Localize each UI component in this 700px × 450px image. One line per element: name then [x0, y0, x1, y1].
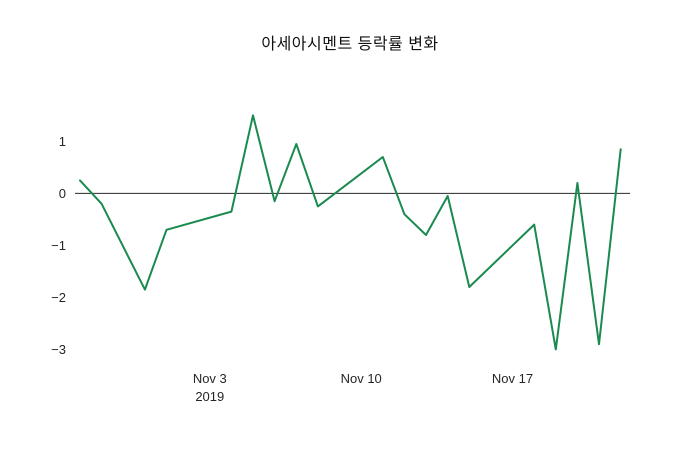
y-tick-label: 1	[59, 134, 66, 149]
x-tick-label: Nov 17	[492, 371, 533, 386]
x-tick-sublabel: 2019	[195, 389, 224, 404]
data-line	[79, 114, 622, 351]
x-tick-label: Nov 3	[193, 371, 227, 386]
y-tick-label: 0	[59, 186, 66, 201]
y-tick-label: −1	[51, 238, 66, 253]
chart-title: 아세아시멘트 등락률 변화	[261, 36, 439, 53]
x-tick-label: Nov 10	[341, 371, 382, 386]
y-tick-label: −2	[51, 290, 66, 305]
y-tick-label: −3	[51, 342, 66, 357]
